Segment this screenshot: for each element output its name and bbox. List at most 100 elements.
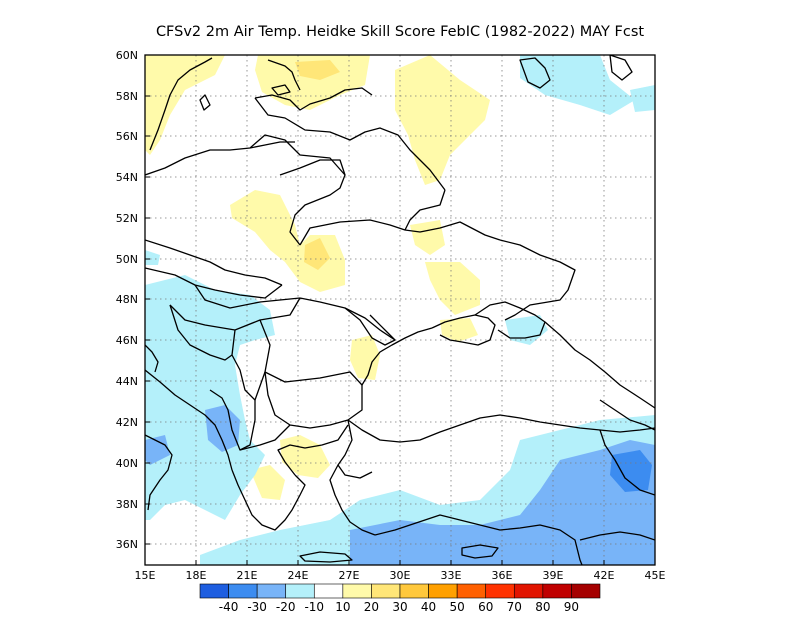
colorbar-swatch [542,583,572,599]
colorbar-swatch [571,583,601,599]
coastline-crete [299,551,353,563]
lon-label: 30E [390,569,411,582]
border-romania [259,319,363,386]
blue3-region-east [610,450,652,492]
colorbar-swatch [371,583,401,599]
lon-label: 36E [492,569,513,582]
lon-label: 27E [339,569,360,582]
border-montenegro-albania [209,389,256,451]
lon-label: 45E [645,569,666,582]
coastline-black-sea-east [544,321,655,409]
coastline-turkey-south [374,514,583,565]
latitude-labels: 60N 58N 56N 54N 52N 50N 48N 46N 44N 42N … [116,49,138,551]
colorbar-swatch [228,583,258,599]
colorbar-swatch [285,583,315,599]
colorbar-swatch [256,583,287,599]
colorbar-swatch [513,583,544,599]
lon-label: 21E [237,569,258,582]
coastline-turkey-north [347,414,655,443]
colorbar-labels: -40 -30 -20 -10 10 20 30 40 50 60 70 80 90 [219,600,579,614]
lat-label: 58N [116,90,138,103]
colorbar-swatch [342,583,372,599]
map-area: 15E 18E 21E 24E 27E 30E 33E 36E 39E 42E … [116,49,666,582]
colorbar-label: 90 [564,600,579,614]
lat-label: 48N [116,293,138,306]
lon-label: 15E [135,569,156,582]
lon-label: 33E [441,569,462,582]
coastline-greece-east [277,424,349,476]
lat-label: 50N [116,253,138,266]
lat-label: 40N [116,457,138,470]
border-caucasus-2 [599,399,655,431]
chart-title: CFSv2 2m Air Temp. Heidke Skill Score Fe… [156,24,644,40]
blue2-region-west [145,435,170,465]
colorbar-swatch [313,583,344,599]
border-czechia [145,267,283,299]
lat-label: 46N [116,334,138,347]
coastline-lake-ladoga [519,57,551,89]
colorbar-label: -30 [247,600,267,614]
coastline-greece-west [231,469,306,531]
axis-ticks [144,54,656,565]
colorbar-label: 70 [507,600,522,614]
colorbar-swatch [485,583,515,599]
lat-label: 56N [116,130,138,143]
colorbar-label: 40 [421,600,436,614]
border-slovakia [194,284,301,309]
colorbar-label: 30 [392,600,407,614]
border-ukraine-west [299,297,396,341]
yellow-region-northwest [145,55,225,155]
skill-score-shading [145,55,655,565]
coastline-baltic-south [145,141,295,176]
lon-label: 18E [186,569,207,582]
coastline-gulf-riga [267,59,301,91]
colorbar-label: 60 [478,600,493,614]
yellow-region-ukraine-east [425,262,480,315]
border-bulgaria [264,371,363,429]
lat-label: 38N [116,498,138,511]
blue-region-west-balkans [145,275,275,520]
yellow-region-romania [350,335,380,380]
colorbar-label: -20 [276,600,296,614]
longitude-labels: 15E 18E 21E 24E 27E 30E 33E 36E 39E 42E … [135,569,666,582]
coastline-azov [474,301,546,339]
colorbar-swatch [456,583,487,599]
coastline-turkey-west [329,464,376,536]
colorbar [199,583,601,599]
lat-label: 54N [116,171,138,184]
border-serbia [231,329,266,401]
blue-region-adriatic [145,330,205,410]
graticule [145,55,655,565]
border-russia-ukraine [499,239,576,321]
coastline-cyprus [461,544,499,559]
colorbar-label: 20 [364,600,379,614]
coastline-italy [145,434,173,511]
coastline-saaremaa [271,84,291,96]
colorbar-swatch [199,583,229,599]
coastline-black-sea-west [361,327,433,386]
lat-label: 60N [116,49,138,62]
yellow-region-crimea [440,318,478,342]
border-baltics [254,97,446,191]
blue2-region-balkans [205,405,240,452]
border-croatia-bosnia [169,304,233,361]
lon-label: 24E [288,569,309,582]
border-turkey-syria [579,531,655,541]
colorbar-label: -40 [219,600,239,614]
coastline-adriatic [145,369,233,471]
lat-label: 42N [116,416,138,429]
colorbar-swatch [399,583,429,599]
border-caucasus [599,429,655,496]
blue2-region-south [350,440,655,565]
coastline-scandinavia [149,57,213,151]
border-poland-west [145,239,283,286]
yellow-region-south [250,465,285,500]
colorbar-label: 80 [535,600,550,614]
blue-region-ne-edge [630,85,655,112]
coastlines-and-borders [145,55,655,565]
coastline-baltic-east [254,87,373,111]
colorbar-label: -10 [304,600,324,614]
border-macedonia-greece [239,424,291,451]
colorbar-swatch [428,583,458,599]
